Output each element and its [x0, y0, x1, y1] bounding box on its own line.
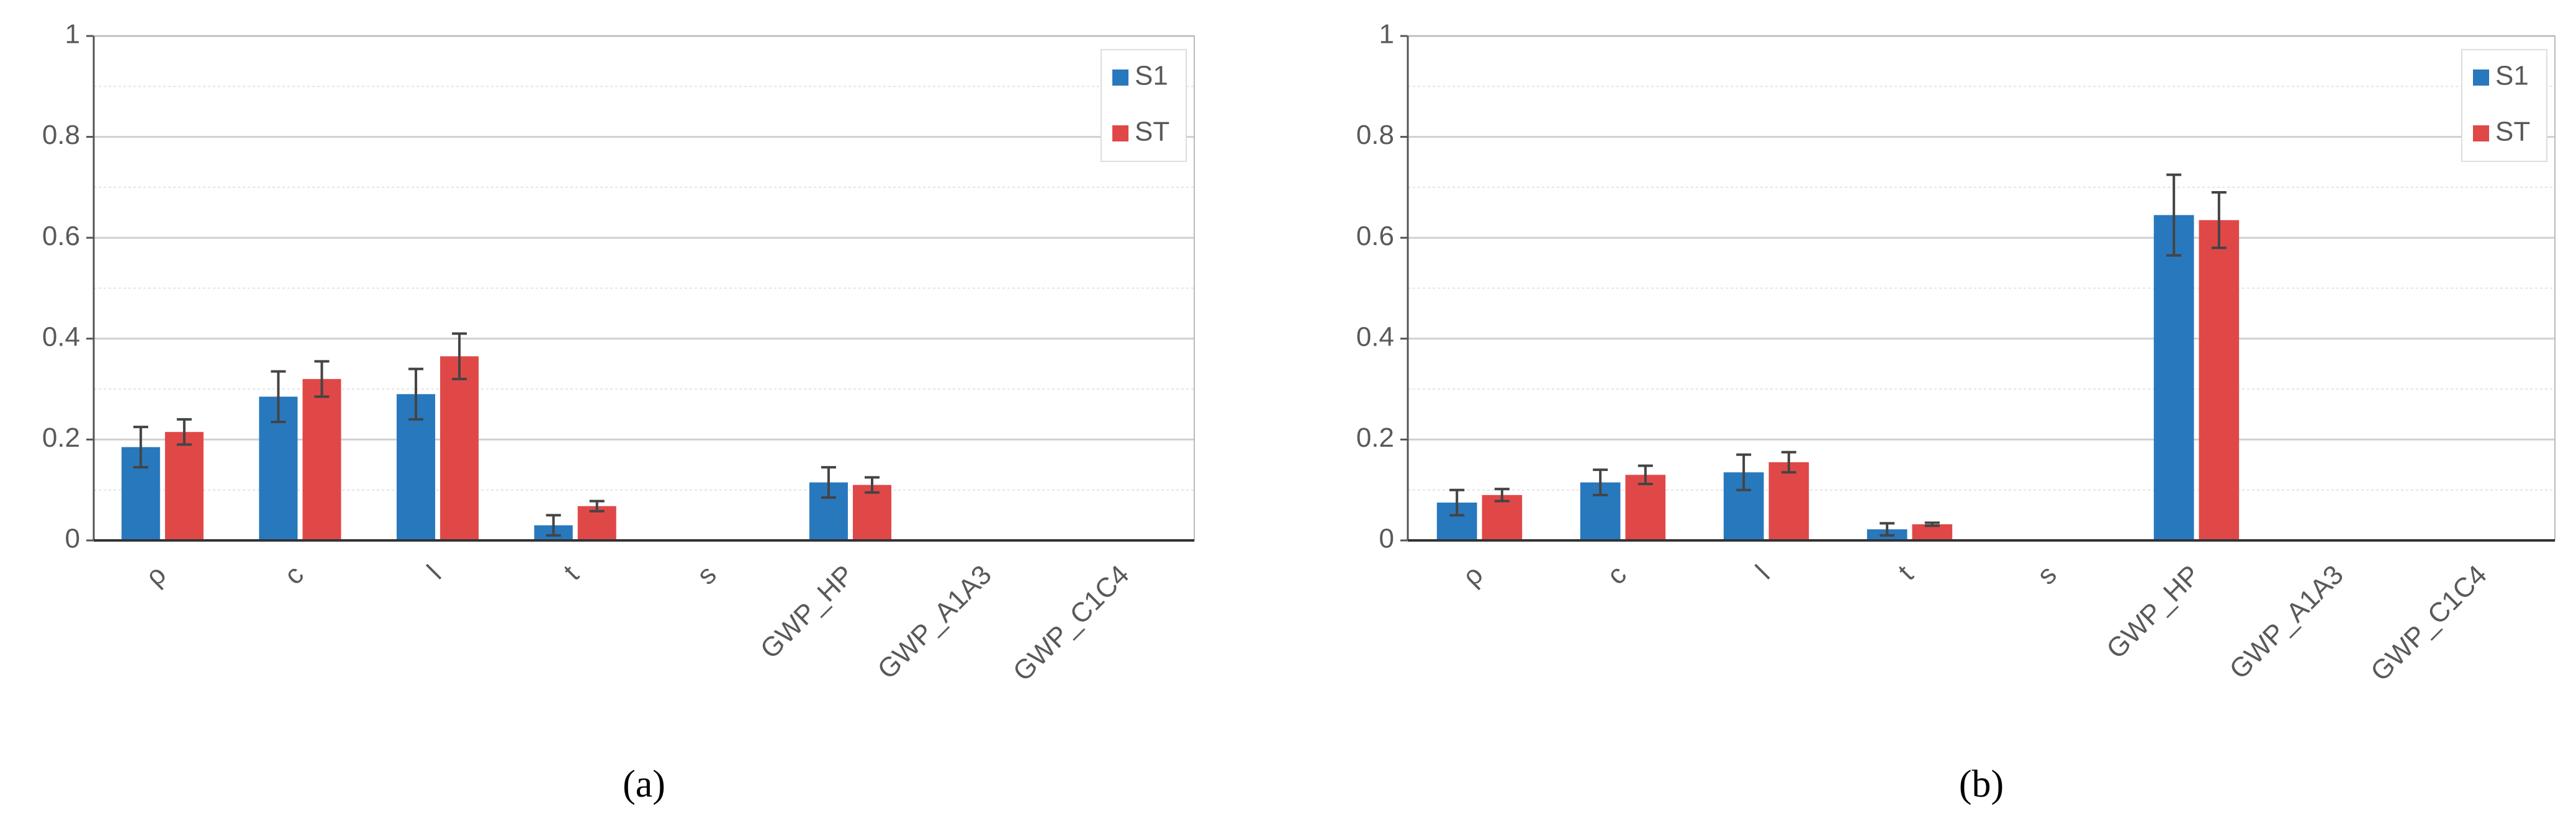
x-tick-label: c: [1601, 560, 1633, 591]
error-bar: [1593, 468, 1608, 496]
legend-label: S1: [2495, 61, 2529, 91]
error-bar: [1449, 488, 1465, 517]
bar: [1768, 462, 1809, 540]
y-tick-label: 1: [1379, 19, 1394, 50]
bar: [2199, 220, 2240, 540]
x-tick-label: t: [558, 560, 585, 586]
x-tick-label: l: [1750, 560, 1776, 586]
error-bar: [1736, 453, 1752, 491]
legend-swatch: [2473, 69, 2489, 86]
x-tick-label: ρ: [140, 560, 172, 592]
legend-label: ST: [2495, 117, 2530, 147]
legend-swatch: [1112, 125, 1128, 141]
x-tick-label: GWP_HP: [2101, 560, 2205, 665]
error-bar: [2211, 191, 2227, 249]
x-tick-label: GWP_A1A3: [871, 560, 997, 685]
x-tick-label: ρ: [1456, 560, 1488, 592]
panel-label: (b): [1959, 763, 2004, 805]
x-tick-label: GWP_C1C4: [1007, 560, 1135, 687]
y-tick-label: 0: [65, 524, 80, 554]
y-tick-label: 0.2: [1356, 423, 1394, 453]
x-tick-label: s: [691, 560, 722, 591]
legend-box: [1101, 49, 1187, 162]
legend-label: ST: [1135, 117, 1169, 147]
bar: [302, 378, 341, 540]
x-tick-label: l: [421, 560, 448, 586]
y-tick-label: 1: [65, 19, 80, 50]
error-bar: [133, 426, 148, 469]
panel-label: (a): [623, 763, 665, 805]
error-bar: [1781, 450, 1796, 474]
bar: [1625, 475, 1666, 540]
y-tick-label: 0: [1379, 524, 1394, 554]
legend-swatch: [1112, 69, 1128, 86]
x-tick-label: c: [279, 560, 310, 591]
bar: [440, 356, 479, 540]
y-tick-label: 0.8: [1356, 120, 1394, 150]
error-bar: [1880, 522, 1895, 537]
legend-swatch: [2473, 125, 2489, 141]
error-bar: [408, 367, 424, 421]
bar: [1482, 495, 1523, 540]
y-tick-label: 0.4: [1356, 321, 1394, 352]
error-bar: [864, 476, 880, 494]
error-bar: [2166, 173, 2182, 257]
y-tick-label: 0.6: [1356, 221, 1394, 251]
error-bar: [271, 370, 286, 423]
error-bar: [589, 499, 605, 512]
legend-box: [2461, 49, 2547, 162]
x-tick-label: t: [1892, 560, 1919, 586]
error-bar: [314, 360, 330, 398]
y-tick-label: 0.4: [42, 321, 80, 352]
x-tick-label: GWP_HP: [755, 560, 860, 665]
x-tick-label: GWP_A1A3: [2223, 560, 2349, 685]
legend-label: S1: [1135, 61, 1168, 91]
y-tick-label: 0.6: [42, 221, 80, 251]
error-bar: [1924, 521, 1940, 527]
error-bar: [1494, 488, 1510, 503]
error-bar: [452, 332, 467, 380]
x-tick-label: s: [2032, 560, 2063, 591]
error-bar: [1637, 464, 1653, 485]
bar: [2153, 215, 2194, 540]
error-bar: [176, 418, 192, 446]
y-tick-label: 0.8: [42, 120, 80, 150]
bar: [164, 432, 204, 540]
x-tick-label: GWP_C1C4: [2365, 560, 2493, 687]
y-tick-label: 0.2: [42, 423, 80, 453]
error-bar: [821, 466, 836, 499]
error-bar: [546, 514, 561, 537]
bar: [852, 485, 891, 540]
